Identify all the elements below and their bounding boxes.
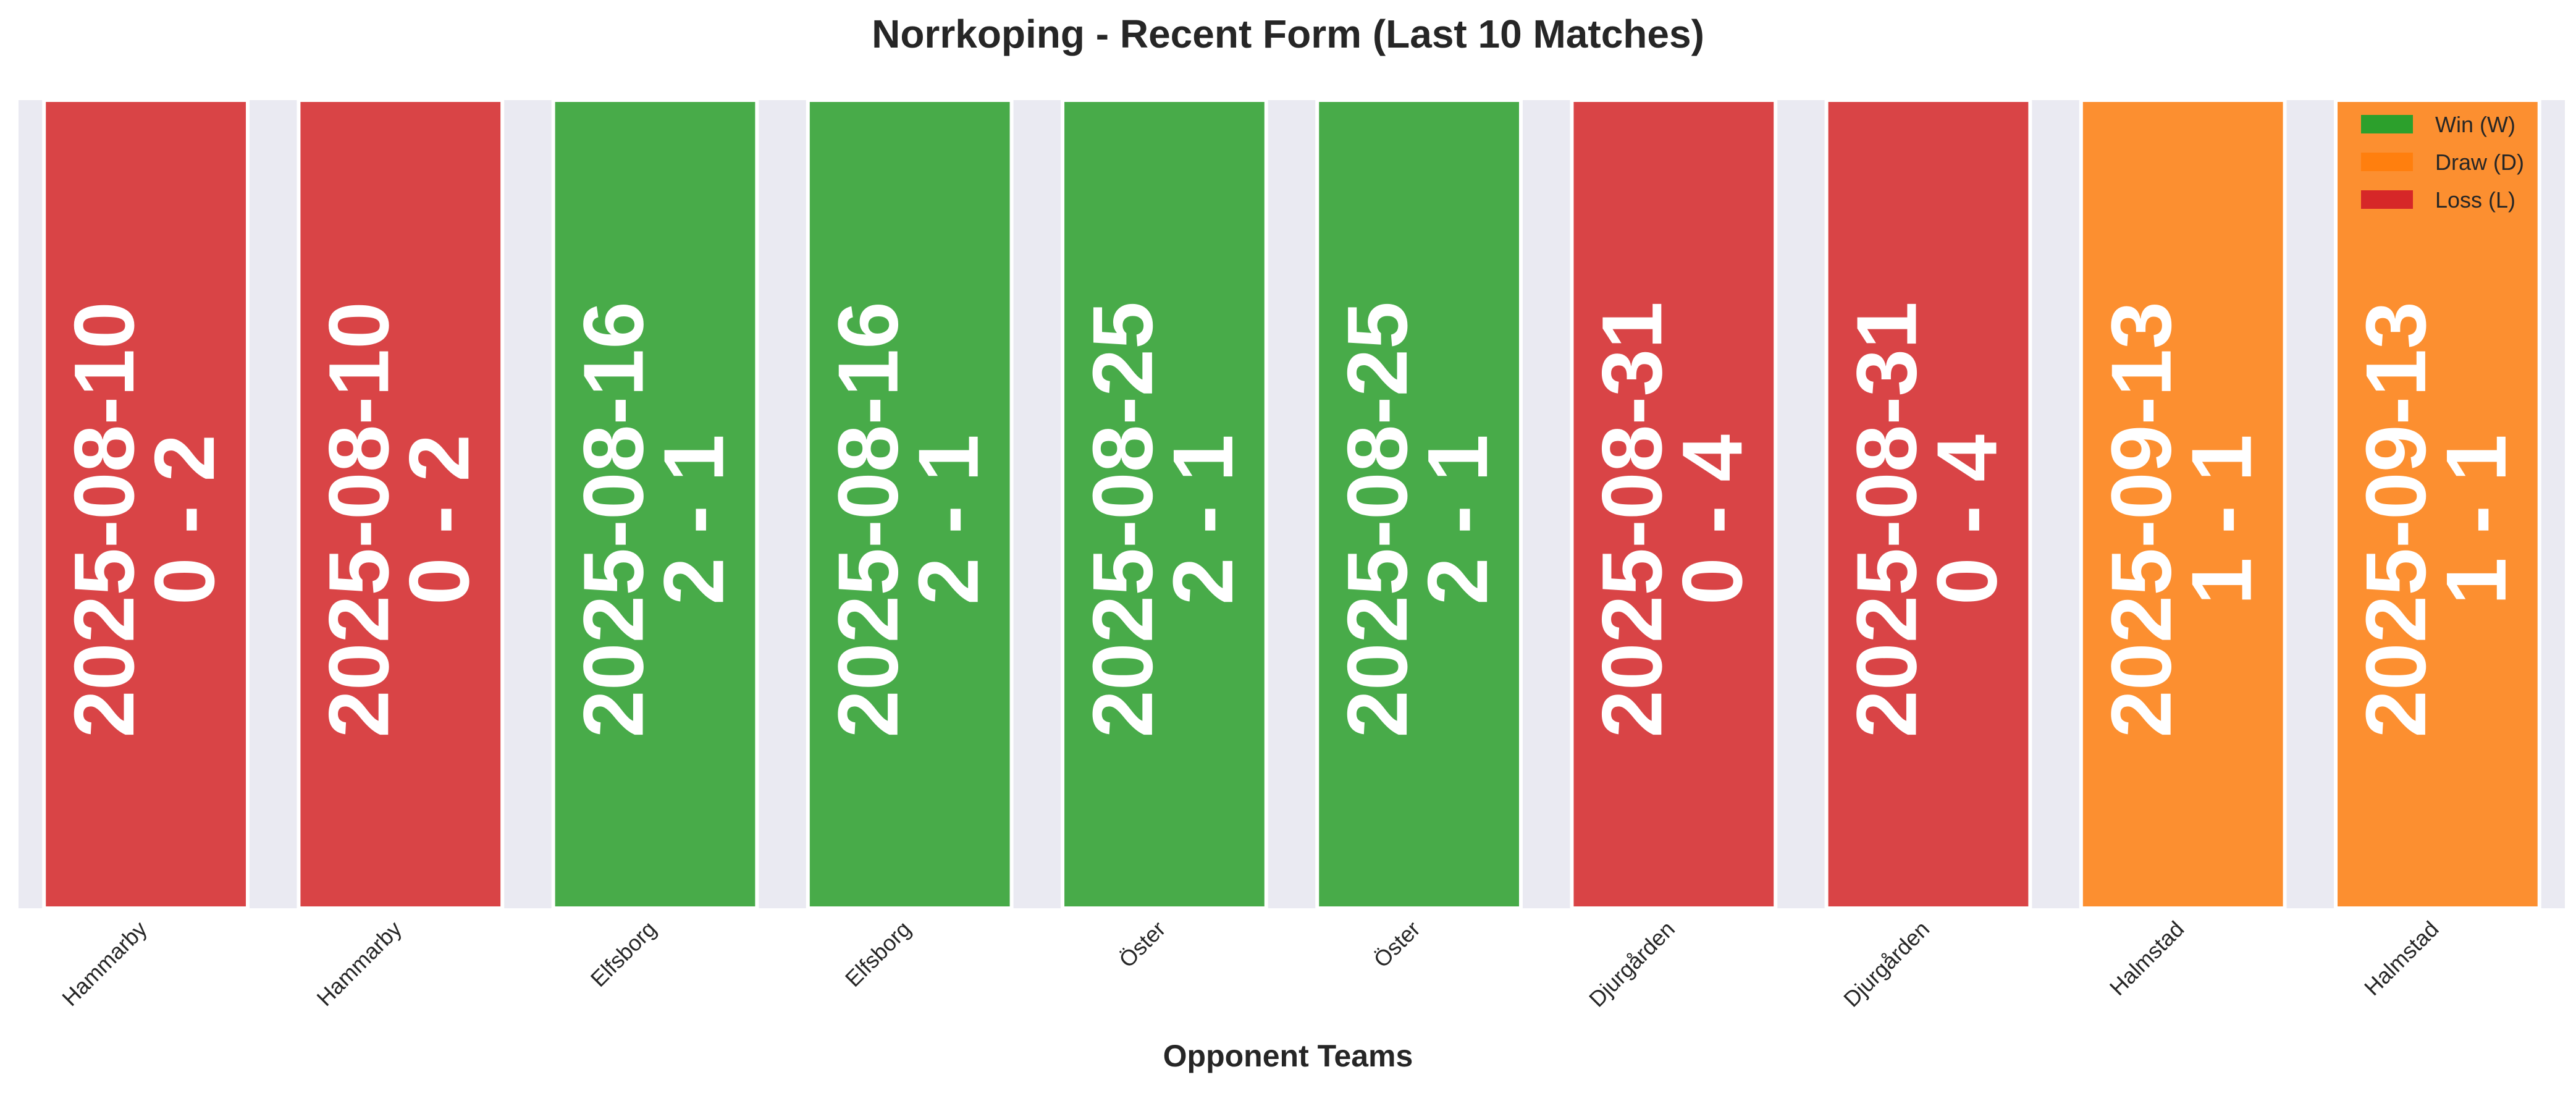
bar-8	[1824, 98, 2032, 910]
bar-7	[1570, 98, 1778, 910]
legend-label-w: Win (W)	[2435, 112, 2515, 137]
x-tick-label-6: Öster	[1369, 916, 1425, 973]
bar-5	[1061, 98, 1268, 910]
legend-swatch-l	[2361, 190, 2413, 209]
legend-label-l: Loss (L)	[2435, 187, 2515, 213]
bar-label-4: 2025-08-162 - 1	[821, 302, 996, 738]
x-axis-label: Opponent Teams	[1163, 1039, 1413, 1073]
bar-date: 2025-08-16	[821, 302, 916, 738]
x-tick-label-1: Hammarby	[57, 916, 151, 1011]
bars-group: 2025-08-100 - 2 2025-08-100 - 2 2025-08-16…	[42, 98, 2541, 910]
bar-label-9: 2025-09-131 - 1	[2094, 302, 2270, 738]
bar-date: 2025-08-25	[1330, 302, 1425, 738]
legend: Win (W) Draw (D) Loss (L)	[2361, 112, 2524, 213]
legend-swatch-w	[2361, 115, 2413, 133]
bar-score: 2 - 1	[647, 434, 742, 605]
bar-label-10: 2025-09-131 - 1	[2349, 302, 2524, 738]
x-tick-label-9: Halmstad	[2105, 916, 2189, 1001]
bar-score: 1 - 1	[2174, 434, 2270, 605]
bar-label-8: 2025-08-310 - 4	[1840, 302, 2015, 738]
x-tick-label-3: Elfsborg	[586, 916, 661, 992]
legend-swatch-d	[2361, 153, 2413, 171]
bar-label-6: 2025-08-252 - 1	[1330, 302, 1505, 738]
bar-date: 2025-08-16	[566, 302, 662, 738]
bar-date: 2025-09-13	[2349, 302, 2444, 738]
bar-6	[1315, 98, 1523, 910]
bar-score: 0 - 4	[1665, 434, 1760, 605]
bar-score: 0 - 2	[137, 434, 232, 605]
bar-score: 0 - 2	[392, 434, 487, 605]
x-tick-label-7: Djurgården	[1584, 916, 1680, 1012]
bar-date: 2025-08-10	[311, 302, 406, 738]
x-tick-label-2: Hammarby	[311, 916, 406, 1011]
bar-3	[551, 98, 759, 910]
bar-date: 2025-08-10	[57, 302, 152, 738]
bar-score: 2 - 1	[1156, 434, 1251, 605]
bar-date: 2025-08-25	[1075, 302, 1171, 738]
bar-score: 1 - 1	[2429, 434, 2524, 605]
bar-label-3: 2025-08-162 - 1	[566, 302, 742, 738]
bar-label-7: 2025-08-310 - 4	[1585, 302, 1760, 738]
bar-label-2: 2025-08-100 - 2	[311, 302, 487, 738]
bar-date: 2025-08-31	[1840, 302, 1935, 738]
bar-label-5: 2025-08-252 - 1	[1075, 302, 1251, 738]
x-tick-label-5: Öster	[1114, 916, 1170, 973]
bar-score: 2 - 1	[1410, 434, 1505, 605]
legend-label-d: Draw (D)	[2435, 150, 2524, 175]
bar-date: 2025-08-31	[1585, 302, 1680, 738]
bar-2	[297, 98, 505, 910]
x-tick-labels: Hammarby Hammarby Elfsborg Elfsborg Öster Öst…	[57, 916, 2443, 1012]
bar-score: 0 - 4	[1920, 434, 2015, 605]
bar-9	[2079, 98, 2287, 910]
chart-title: Norrkoping - Recent Form (Last 10 Matche…	[872, 12, 1704, 56]
x-tick-label-4: Elfsborg	[840, 916, 915, 992]
x-tick-label-10: Halmstad	[2359, 916, 2444, 1001]
x-tick-label-8: Djurgården	[1838, 916, 1934, 1012]
bar-4	[806, 98, 1014, 910]
bar-score: 2 - 1	[901, 434, 996, 605]
bar-10	[2334, 98, 2541, 910]
bar-label-1: 2025-08-100 - 2	[57, 302, 232, 738]
bar-date: 2025-09-13	[2094, 302, 2189, 738]
bar-1	[42, 98, 250, 910]
